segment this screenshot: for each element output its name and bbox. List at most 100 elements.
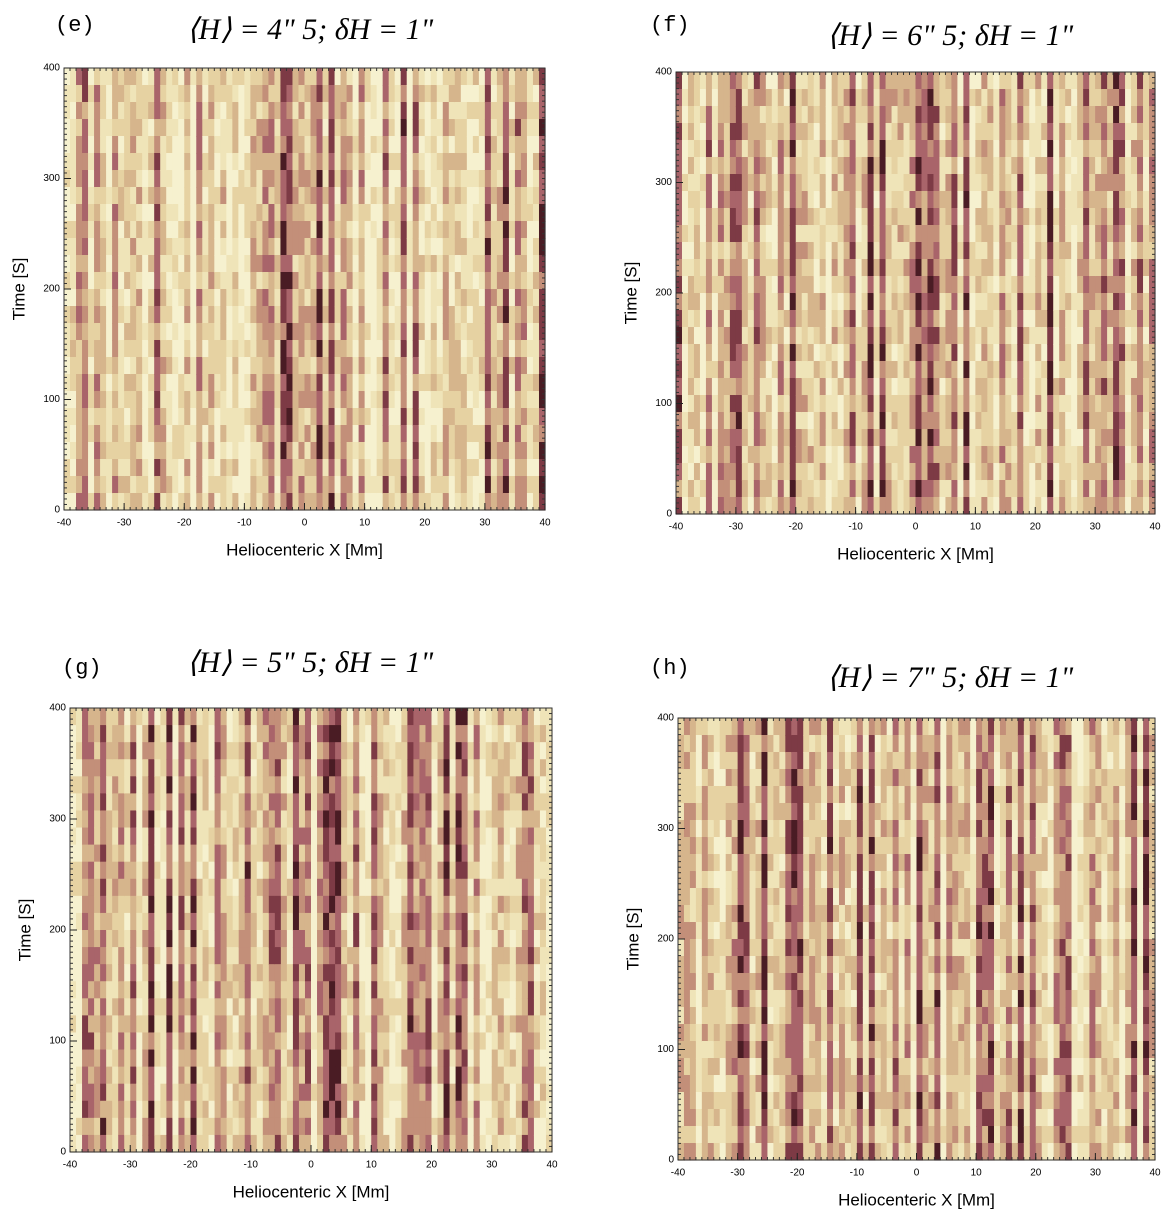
heatmap-cell bbox=[425, 289, 432, 307]
heatmap-cell bbox=[1035, 344, 1042, 362]
heatmap-cell bbox=[1131, 259, 1138, 277]
heatmap-cell bbox=[172, 221, 179, 239]
heatmap-cell bbox=[88, 1015, 95, 1033]
heatmap-cell bbox=[94, 742, 101, 760]
heatmap-cell bbox=[479, 306, 486, 324]
heatmap-cell bbox=[208, 272, 215, 290]
heatmap-cell bbox=[1011, 259, 1018, 277]
heatmap-cell bbox=[921, 276, 928, 294]
heatmap-cell bbox=[951, 208, 958, 226]
heatmap-cell bbox=[220, 136, 227, 154]
heatmap-cell bbox=[712, 123, 719, 141]
heatmap-cell bbox=[706, 327, 713, 345]
heatmap-cell bbox=[202, 340, 209, 358]
heatmap-cell bbox=[904, 429, 911, 447]
heatmap-cell bbox=[874, 361, 881, 379]
heatmap-cell bbox=[808, 106, 815, 124]
heatmap-cell bbox=[136, 238, 143, 256]
heatmap-cell bbox=[401, 238, 408, 256]
heatmap-cell bbox=[1059, 446, 1066, 464]
heatmap-cell bbox=[910, 276, 917, 294]
heatmap-cell bbox=[1143, 327, 1150, 345]
heatmap-cell bbox=[796, 412, 803, 430]
heatmap-cell bbox=[1101, 310, 1108, 328]
heatmap-cell bbox=[850, 327, 857, 345]
heatmap-cell bbox=[64, 102, 71, 120]
heatmap-cell bbox=[503, 102, 510, 120]
heatmap-cell bbox=[431, 340, 438, 358]
heatmap-cell bbox=[467, 357, 474, 375]
heatmap-cell bbox=[286, 459, 293, 477]
heatmap-cell bbox=[904, 140, 911, 158]
heatmap-cell bbox=[1059, 480, 1066, 498]
heatmap-cell bbox=[700, 480, 707, 498]
heatmap-cell bbox=[76, 1118, 83, 1136]
heatmap-cell bbox=[413, 306, 420, 324]
heatmap-cell bbox=[419, 119, 426, 137]
heatmap-cell bbox=[844, 106, 851, 124]
heatmap-cell bbox=[1137, 480, 1144, 498]
heatmap-cell bbox=[130, 85, 137, 103]
heatmap-cell bbox=[712, 225, 719, 243]
heatmap-cell bbox=[413, 102, 420, 120]
heatmap-cell bbox=[796, 446, 803, 464]
heatmap-cell bbox=[238, 289, 245, 307]
heatmap-cell bbox=[898, 463, 905, 481]
heatmap-cell bbox=[220, 323, 227, 341]
heatmap-cell bbox=[347, 272, 354, 290]
heatmap-cell bbox=[1041, 293, 1048, 311]
heatmap-cell bbox=[425, 204, 432, 222]
heatmap-cell bbox=[802, 310, 809, 328]
heatmap-cell bbox=[214, 374, 221, 392]
heatmap-cell bbox=[1131, 174, 1138, 192]
heatmap-cell bbox=[1119, 123, 1126, 141]
heatmap-cell bbox=[202, 255, 209, 273]
heatmap-cell bbox=[383, 153, 390, 171]
heatmap-cell bbox=[106, 374, 113, 392]
heatmap-cell bbox=[298, 459, 305, 477]
heatmap-cell bbox=[70, 947, 77, 965]
heatmap-cell bbox=[130, 323, 137, 341]
heatmap-cell bbox=[292, 442, 299, 460]
heatmap-cell bbox=[371, 221, 378, 239]
heatmap-cell bbox=[790, 446, 797, 464]
heatmap-cell bbox=[760, 463, 767, 481]
heatmap-cell bbox=[413, 153, 420, 171]
heatmap-cell bbox=[1041, 361, 1048, 379]
heatmap-cell bbox=[1029, 157, 1036, 175]
heatmap-cell bbox=[292, 221, 299, 239]
heatmap-cell bbox=[790, 191, 797, 209]
heatmap-cell bbox=[365, 442, 372, 460]
heatmap-cell bbox=[88, 964, 95, 982]
heatmap-cell bbox=[455, 459, 462, 477]
heatmap-cell bbox=[778, 378, 785, 396]
heatmap-cell bbox=[130, 119, 137, 137]
heatmap-cell bbox=[1095, 378, 1102, 396]
heatmap-cell bbox=[178, 238, 185, 256]
heatmap-cell bbox=[1005, 157, 1012, 175]
heatmap-cell bbox=[443, 102, 450, 120]
heatmap-cell bbox=[1011, 463, 1018, 481]
heatmap-cell bbox=[220, 153, 227, 171]
heatmap-cell bbox=[874, 191, 881, 209]
heatmap-cell bbox=[951, 463, 958, 481]
heatmap-cell bbox=[419, 136, 426, 154]
heatmap-cell bbox=[1029, 463, 1036, 481]
heatmap-cell bbox=[190, 170, 197, 188]
heatmap-cell bbox=[521, 153, 528, 171]
heatmap-cell bbox=[172, 153, 179, 171]
heatmap-cell bbox=[190, 374, 197, 392]
heatmap-cell bbox=[244, 306, 251, 324]
heatmap-cell bbox=[154, 442, 161, 460]
heatmap-cell bbox=[148, 425, 155, 443]
heatmap-cell bbox=[515, 357, 522, 375]
heatmap-cell bbox=[676, 429, 683, 447]
heatmap-cell bbox=[820, 344, 827, 362]
heatmap-cell bbox=[311, 170, 318, 188]
heatmap-cell bbox=[981, 140, 988, 158]
heatmap-cell bbox=[772, 378, 779, 396]
heatmap-cell bbox=[981, 395, 988, 413]
heatmap-cell bbox=[268, 459, 275, 477]
heatmap-cell bbox=[892, 225, 899, 243]
heatmap-cell bbox=[383, 204, 390, 222]
